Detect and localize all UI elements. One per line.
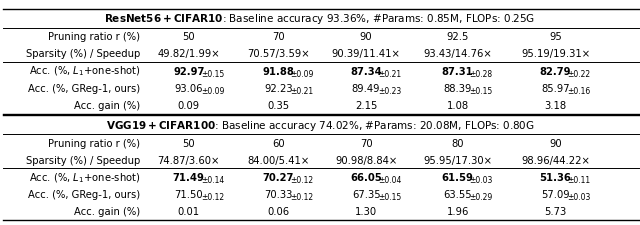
Text: Sparsity (%) / Speedup: Sparsity (%) / Speedup	[26, 155, 140, 165]
Text: 90.98/8.84×: 90.98/8.84×	[335, 155, 397, 165]
Text: Sparsity (%) / Speedup: Sparsity (%) / Speedup	[26, 49, 140, 59]
Text: 71.50: 71.50	[175, 189, 203, 199]
Text: 70: 70	[272, 32, 285, 42]
Text: 82.79: 82.79	[540, 66, 572, 76]
Text: ±0.12: ±0.12	[291, 192, 314, 201]
Text: ±0.15: ±0.15	[470, 87, 493, 96]
Text: 87.34: 87.34	[350, 66, 382, 76]
Text: ±0.12: ±0.12	[201, 192, 224, 201]
Text: ±0.23: ±0.23	[378, 87, 401, 96]
Text: 74.87/3.60×: 74.87/3.60×	[157, 155, 220, 165]
Text: ±0.03: ±0.03	[470, 175, 493, 184]
Text: ±0.21: ±0.21	[378, 70, 401, 79]
Text: Acc. (%, GReg-1, ours): Acc. (%, GReg-1, ours)	[28, 83, 140, 93]
Text: 0.01: 0.01	[178, 206, 200, 216]
Text: ±0.09: ±0.09	[291, 70, 314, 79]
Text: 57.09: 57.09	[541, 189, 570, 199]
Text: ±0.12: ±0.12	[291, 175, 314, 184]
Text: Acc. (%, $L_1$+one-shot): Acc. (%, $L_1$+one-shot)	[29, 170, 140, 184]
Text: 67.35: 67.35	[352, 189, 380, 199]
Text: ±0.09: ±0.09	[201, 87, 224, 96]
Text: 91.88: 91.88	[262, 66, 294, 76]
Text: 1.96: 1.96	[447, 206, 468, 216]
Text: ±0.29: ±0.29	[470, 192, 493, 201]
Text: 70.33: 70.33	[264, 189, 292, 199]
Text: 70.57/3.59×: 70.57/3.59×	[247, 49, 310, 59]
Text: ±0.14: ±0.14	[201, 175, 224, 184]
Text: 1.08: 1.08	[447, 101, 468, 110]
Text: 71.49: 71.49	[173, 172, 205, 182]
Text: ±0.22: ±0.22	[568, 70, 591, 79]
Text: 95.95/17.30×: 95.95/17.30×	[423, 155, 492, 165]
Text: 85.97: 85.97	[541, 83, 570, 93]
Text: 90.39/11.41×: 90.39/11.41×	[332, 49, 401, 59]
Text: ±0.16: ±0.16	[568, 87, 591, 96]
Text: 93.06: 93.06	[175, 83, 203, 93]
Text: 95.19/19.31×: 95.19/19.31×	[521, 49, 590, 59]
Text: ±0.21: ±0.21	[291, 87, 314, 96]
Text: $\mathbf{VGG19 + CIFAR100}$: Baseline accuracy 74.02%, #Params: 20.08M, FLOPs: 0: $\mathbf{VGG19 + CIFAR100}$: Baseline ac…	[106, 118, 534, 132]
Text: 0.06: 0.06	[268, 206, 289, 216]
Text: Pruning ratio r (%): Pruning ratio r (%)	[48, 32, 140, 42]
Text: 50: 50	[182, 138, 195, 148]
Text: 89.49: 89.49	[352, 83, 380, 93]
Text: Acc. gain (%): Acc. gain (%)	[74, 206, 140, 216]
Text: ±0.28: ±0.28	[470, 70, 493, 79]
Text: 95: 95	[549, 32, 562, 42]
Text: 90: 90	[360, 32, 372, 42]
Text: 92.23: 92.23	[264, 83, 292, 93]
Text: Acc. gain (%): Acc. gain (%)	[74, 101, 140, 110]
Text: 2.15: 2.15	[355, 101, 377, 110]
Text: Acc. (%, $L_1$+one-shot): Acc. (%, $L_1$+one-shot)	[29, 65, 140, 78]
Text: ±0.11: ±0.11	[568, 175, 591, 184]
Text: 0.09: 0.09	[178, 101, 200, 110]
Text: 92.5: 92.5	[447, 32, 468, 42]
Text: 92.97: 92.97	[173, 66, 205, 76]
Text: 60: 60	[272, 138, 285, 148]
Text: $\mathbf{ResNet56 + CIFAR10}$: Baseline accuracy 93.36%, #Params: 0.85M, FLOPs: : $\mathbf{ResNet56 + CIFAR10}$: Baseline …	[104, 12, 536, 26]
Text: 63.55: 63.55	[444, 189, 472, 199]
Text: 90: 90	[549, 138, 562, 148]
Text: 80: 80	[451, 138, 464, 148]
Text: 3.18: 3.18	[545, 101, 566, 110]
Text: 0.35: 0.35	[268, 101, 289, 110]
Text: 61.59: 61.59	[442, 172, 474, 182]
Text: ±0.04: ±0.04	[378, 175, 401, 184]
Text: 98.96/44.22×: 98.96/44.22×	[521, 155, 590, 165]
Text: Pruning ratio r (%): Pruning ratio r (%)	[48, 138, 140, 148]
Text: Acc. (%, GReg-1, ours): Acc. (%, GReg-1, ours)	[28, 189, 140, 199]
Text: 66.05: 66.05	[350, 172, 382, 182]
Text: 70: 70	[360, 138, 372, 148]
Text: 1.30: 1.30	[355, 206, 377, 216]
Text: 50: 50	[182, 32, 195, 42]
Text: 84.00/5.41×: 84.00/5.41×	[247, 155, 310, 165]
Text: ±0.15: ±0.15	[201, 70, 224, 79]
Text: 49.82/1.99×: 49.82/1.99×	[157, 49, 220, 59]
Text: 88.39: 88.39	[444, 83, 472, 93]
Text: ±0.15: ±0.15	[378, 192, 401, 201]
Text: 5.73: 5.73	[545, 206, 566, 216]
Text: 93.43/14.76×: 93.43/14.76×	[423, 49, 492, 59]
Text: 87.31: 87.31	[442, 66, 474, 76]
Text: 51.36: 51.36	[540, 172, 572, 182]
Text: 70.27: 70.27	[262, 172, 294, 182]
Text: ±0.03: ±0.03	[568, 192, 591, 201]
